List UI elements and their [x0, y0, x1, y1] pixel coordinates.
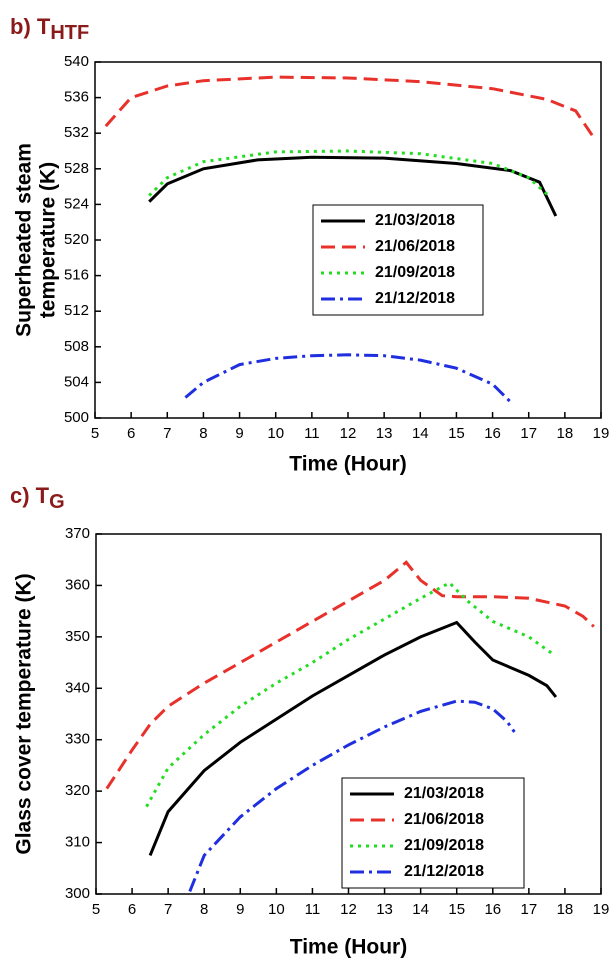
legend: 21/03/2018 21/06/2018 21/09/2018 21/12/2018: [341, 777, 525, 889]
y-tick-label: 516: [64, 267, 89, 284]
line-series: [105, 560, 595, 790]
title-text: b) T: [10, 14, 51, 39]
x-tick-label: 6: [128, 901, 136, 918]
x-tick-label: 18: [557, 425, 574, 442]
x-tick-label: 7: [163, 425, 171, 442]
x-tick-label: 16: [484, 425, 501, 442]
chart-title: c) TG: [10, 483, 65, 513]
x-tick-label: 9: [236, 901, 244, 918]
legend: 21/03/2018 21/06/2018 21/09/2018 21/12/2018: [312, 204, 484, 316]
x-tick-label: 10: [268, 901, 285, 918]
legend-label: 21/09/2018: [404, 837, 484, 854]
x-tick-label: 9: [235, 425, 243, 442]
x-tick-label: 10: [267, 425, 284, 442]
y-tick-label: 508: [64, 338, 89, 355]
legend-box: [312, 204, 484, 316]
x-tick-label: 15: [448, 901, 465, 918]
x-tick-label: 13: [376, 901, 393, 918]
line-series: [145, 581, 555, 808]
y-axis-label: Glass cover temperature (K): [13, 573, 36, 854]
x-tick-label: 12: [340, 425, 357, 442]
line-series: [148, 620, 558, 856]
x-tick-label: 11: [304, 425, 320, 442]
y-axis-label: Superheated steam: [13, 143, 36, 337]
legend-label: 21/06/2018: [375, 238, 455, 255]
x-tick-label: 12: [340, 901, 357, 918]
x-tick-label: 6: [127, 425, 135, 442]
y-tick-label: 340: [65, 679, 90, 696]
y-tick-label: 524: [64, 195, 89, 212]
x-tick-label: 19: [593, 425, 610, 442]
y-tick-label: 536: [64, 89, 89, 106]
y-tick-label: 360: [65, 576, 90, 593]
y-tick-label: 300: [65, 885, 90, 902]
y-tick-label: 370: [65, 525, 90, 542]
x-tick-label: 8: [200, 901, 208, 918]
legend-label: 21/03/2018: [404, 785, 484, 802]
y-tick-label: 500: [64, 409, 89, 426]
line-series: [148, 149, 552, 199]
x-tick-label: 15: [448, 425, 465, 442]
title-subscript: G: [49, 491, 65, 513]
x-tick-label: 5: [92, 901, 100, 918]
line-series: [188, 699, 516, 892]
x-tick-label: 14: [412, 425, 429, 442]
x-tick-label: 19: [593, 901, 610, 918]
line-series: [148, 155, 558, 217]
y-tick-label: 330: [65, 731, 90, 748]
x-tick-label: 8: [199, 425, 207, 442]
legend-label: 21/03/2018: [375, 212, 455, 229]
x-tick-label: 17: [520, 425, 537, 442]
x-tick-label: 11: [305, 901, 321, 918]
y-tick-label: 532: [64, 124, 89, 141]
y-axis-label: temperature (K): [37, 162, 60, 318]
x-tick-label: 14: [412, 901, 429, 918]
legend-label: 21/09/2018: [375, 264, 455, 281]
x-tick-label: 5: [91, 425, 99, 442]
y-tick-label: 310: [65, 834, 90, 851]
chart-title: b) THTF: [10, 14, 89, 44]
title-subscript: HTF: [50, 22, 89, 44]
y-tick-label: 504: [64, 373, 89, 390]
x-tick-label: 17: [521, 901, 538, 918]
line-series: [104, 75, 596, 139]
legend-label: 21/12/2018: [404, 863, 484, 880]
y-tick-label: 540: [64, 53, 89, 70]
y-tick-label: 528: [64, 160, 89, 177]
line-series: [184, 353, 512, 404]
x-axis-label: Time (Hour): [289, 453, 406, 476]
x-axis-label: Time (Hour): [290, 936, 407, 959]
y-tick-label: 512: [64, 302, 89, 319]
y-tick-label: 350: [65, 628, 90, 645]
title-text: c) T: [10, 483, 50, 508]
legend-label: 21/12/2018: [375, 290, 455, 307]
x-tick-label: 7: [164, 901, 172, 918]
x-tick-label: 18: [557, 901, 574, 918]
x-tick-label: 16: [484, 901, 501, 918]
legend-label: 21/06/2018: [404, 811, 484, 828]
y-tick-label: 520: [64, 231, 89, 248]
x-tick-label: 13: [376, 425, 393, 442]
y-tick-label: 320: [65, 782, 90, 799]
legend-box: [341, 777, 525, 889]
